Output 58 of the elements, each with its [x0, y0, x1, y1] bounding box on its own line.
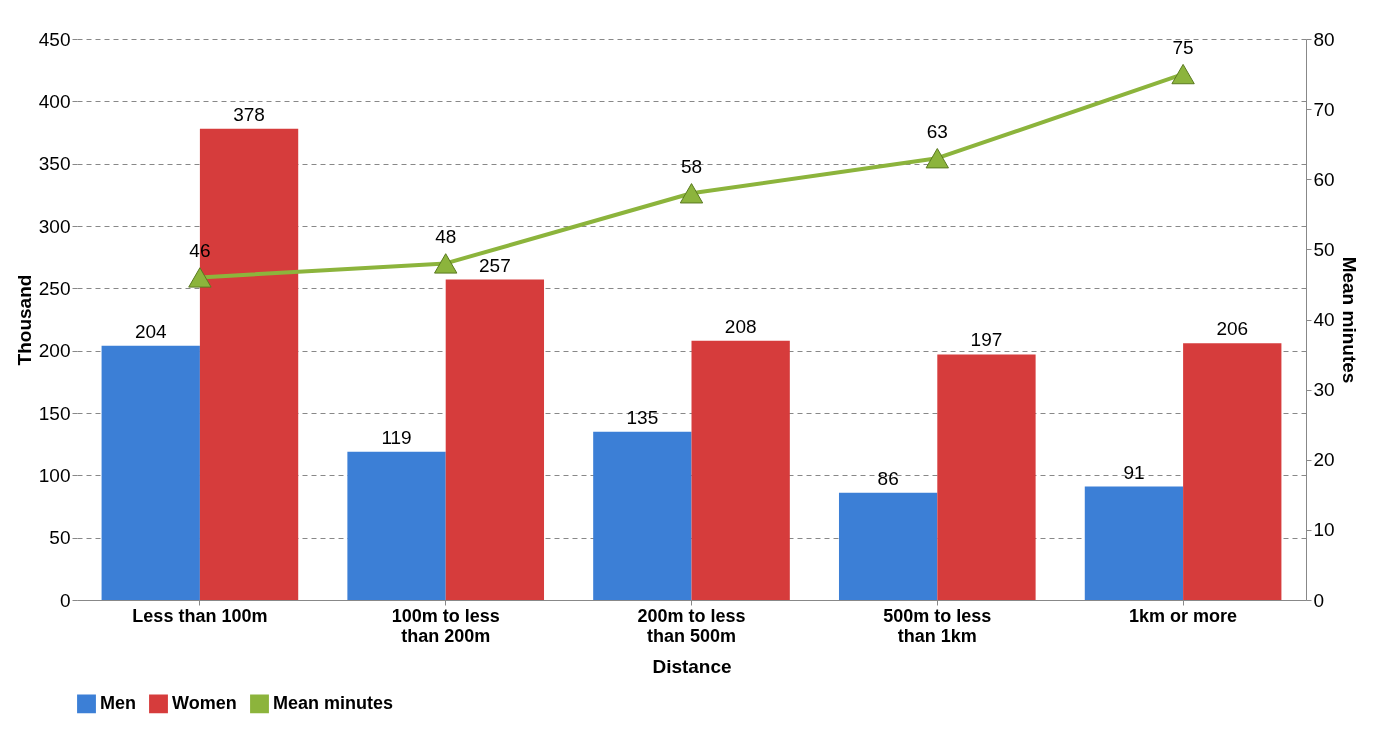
- data-label: 206: [1216, 318, 1249, 340]
- data-label: 91: [1123, 461, 1145, 483]
- legend-label: Mean minutes: [273, 692, 394, 713]
- point: [1171, 63, 1195, 85]
- y2-tick-label: 10: [1313, 519, 1335, 541]
- y2-tick-label: 50: [1313, 238, 1335, 260]
- data-label: 86: [877, 467, 899, 489]
- y-tick-label: 50: [49, 527, 71, 549]
- y2-tick-label: 0: [1313, 589, 1325, 611]
- point: [925, 148, 949, 169]
- point: [188, 267, 212, 288]
- y-tick-label: 350: [38, 153, 71, 175]
- y-tick-label: 200: [38, 340, 71, 362]
- legend-label: Women: [172, 692, 237, 713]
- data-label: 378: [233, 103, 265, 125]
- y2-tick-label: 60: [1313, 168, 1335, 190]
- x-axis-title: Distance: [652, 655, 732, 677]
- y-tick-label: 0: [59, 589, 71, 611]
- data-label: 204: [134, 320, 168, 342]
- point: [434, 253, 458, 274]
- data-label: 208: [724, 315, 757, 337]
- y-tick-label: 150: [38, 402, 71, 424]
- data-label: 197: [970, 329, 1003, 351]
- y2-tick-label: 70: [1313, 98, 1335, 120]
- y2-tick-label: 40: [1313, 309, 1335, 330]
- y-axis-title: Thousand: [13, 274, 35, 366]
- data-label: 135: [626, 406, 659, 428]
- legend-label: Men: [100, 692, 136, 713]
- x-tick-label: 500m to less than 1km: [883, 605, 992, 646]
- bar: [347, 451, 446, 600]
- y2-axis-title: Mean minutes: [1338, 256, 1360, 384]
- bar: [838, 492, 938, 600]
- bar: [1183, 343, 1282, 600]
- y-tick-label: 100: [38, 464, 71, 486]
- y-tick-label: 250: [38, 277, 71, 299]
- data-label: 63: [926, 121, 948, 143]
- x-tick-label: Less than 100m: [132, 605, 268, 626]
- bar: [445, 279, 545, 600]
- y2-tick-label: 20: [1313, 449, 1335, 471]
- bar: [593, 431, 692, 600]
- y-tick-label: 300: [38, 215, 71, 237]
- data-label: 119: [381, 426, 412, 448]
- y-tick-label: 400: [38, 90, 71, 112]
- x-tick-label: 200m to less than 500m: [637, 605, 746, 646]
- point: [679, 183, 704, 204]
- bar: [691, 340, 790, 600]
- bar: [1084, 486, 1184, 600]
- y2-tick-label: 30: [1313, 379, 1335, 401]
- data-label: 58: [680, 156, 703, 178]
- data-label: 257: [479, 254, 511, 276]
- bar: [937, 354, 1036, 600]
- y-tick-label: 450: [38, 28, 71, 50]
- bar: [101, 345, 200, 600]
- data-label: 48: [435, 226, 457, 248]
- y2-tick-label: 80: [1313, 28, 1335, 50]
- data-label: 75: [1172, 37, 1194, 59]
- x-tick-label: 100m to less than 200m: [391, 605, 500, 646]
- x-tick-label: 1km or more: [1129, 605, 1238, 626]
